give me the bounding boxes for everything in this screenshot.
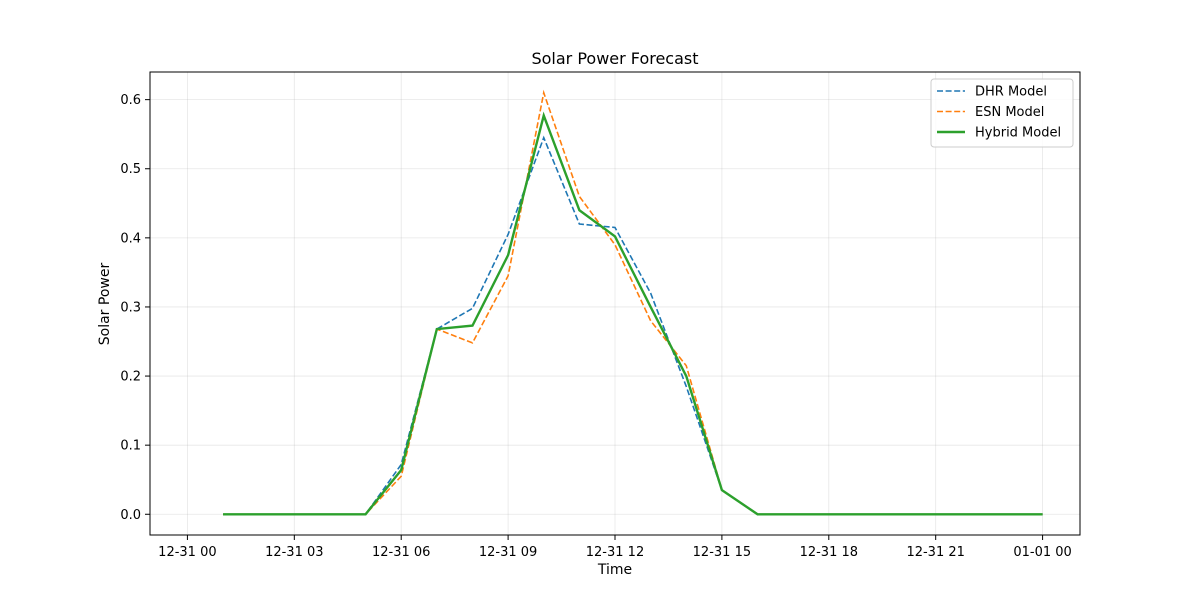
x-tick-label: 12-31 09 [479, 545, 537, 560]
legend: DHR Model ESN Model Hybrid Model [930, 78, 1074, 148]
x-axis-title: Time [597, 562, 632, 578]
y-tick-label: 0.2 [120, 370, 141, 385]
legend-label: DHR Model [975, 85, 1047, 100]
y-tick-label: 0.1 [120, 439, 141, 454]
x-tick-label: 12-31 00 [158, 545, 216, 560]
y-tick-label: 0.3 [120, 300, 141, 315]
series-line-hybrid-model [223, 111, 1043, 516]
y-tick-label: 0.6 [120, 93, 141, 108]
y-axis-ticks: 0.0 0.1 0.2 0.3 0.4 0.5 0.6 [120, 93, 150, 523]
y-tick-label: 0.5 [120, 162, 141, 177]
y-tick-label: 0.0 [120, 508, 141, 523]
x-tick-label: 12-31 12 [586, 545, 644, 560]
x-tick-label: 12-31 03 [265, 545, 323, 560]
y-tick-label: 0.4 [120, 231, 141, 246]
x-axis-ticks: 12-31 00 12-31 03 12-31 06 12-31 09 12-31 12… [158, 535, 1072, 560]
x-tick-label: 12-31 18 [800, 545, 858, 560]
series-lines [223, 89, 1043, 516]
x-tick-label: 12-31 21 [906, 545, 964, 560]
legend-box [930, 78, 1074, 148]
chart-title: Solar Power Forecast [531, 49, 698, 68]
legend-label: ESN Model [975, 105, 1044, 120]
x-tick-label: 12-31 15 [693, 545, 751, 560]
y-axis-title: Solar Power [97, 263, 113, 346]
legend-label: Hybrid Model [975, 126, 1061, 141]
x-tick-label: 01-01 00 [1013, 545, 1071, 560]
x-tick-label: 12-31 06 [372, 545, 430, 560]
